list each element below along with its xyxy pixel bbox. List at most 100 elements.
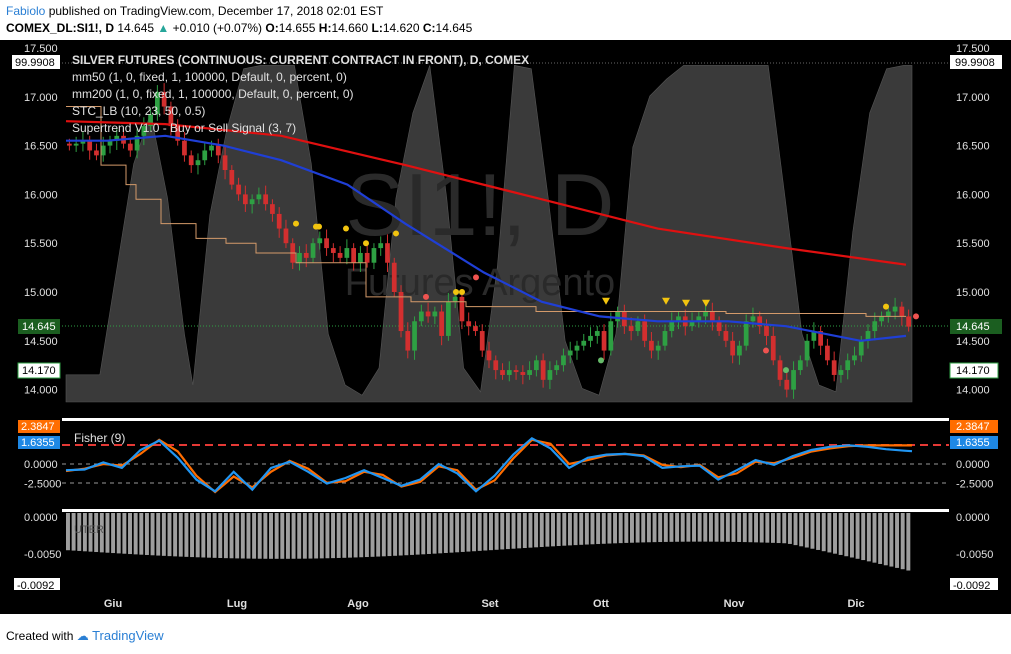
legend-title[interactable]: SILVER FUTURES (CONTINUOUS: CURRENT CONT… — [72, 53, 529, 67]
tradingview-brand-link[interactable]: TradingView — [92, 628, 164, 643]
candle-body — [317, 238, 323, 244]
author-link[interactable]: Fabiolo — [6, 4, 46, 18]
hist-bar — [833, 513, 837, 554]
time-tick: Dic — [847, 598, 864, 610]
candle-body — [520, 372, 526, 375]
price-tick-left: 14.500 — [24, 336, 58, 348]
candle-body — [892, 306, 898, 312]
candle-body — [432, 311, 438, 317]
hist-bar — [455, 513, 460, 553]
hist-bar — [556, 513, 561, 547]
candle-body — [879, 316, 884, 322]
candle-body — [791, 370, 796, 390]
last-price-badge-left — [18, 319, 60, 334]
chart-canvas[interactable]: SI1!, D Futures Argento SILVER FUTURES (… — [0, 40, 1011, 614]
hist-bar — [646, 513, 651, 543]
hist-bar — [212, 513, 217, 558]
hist-bar — [697, 513, 702, 542]
hist-bar — [421, 513, 426, 555]
signal-dot-icon — [459, 289, 465, 295]
close-label: C: — [422, 21, 436, 35]
low-label: L: — [371, 21, 383, 35]
time-axis[interactable] — [0, 590, 1011, 614]
candle-body — [310, 243, 316, 258]
candle-body — [818, 331, 824, 346]
legend-stc[interactable]: STC_LB (10, 23, 50, 0.5) — [72, 104, 205, 118]
candle-body — [554, 365, 560, 371]
legend-supertrend[interactable]: Supertrend V1.0 - Buy or Sell Signal (3,… — [72, 121, 296, 135]
last-price-badge-right — [950, 319, 1002, 334]
hist-bar — [771, 513, 775, 543]
open-label: O: — [265, 21, 279, 35]
supertrend-badge-right — [949, 362, 999, 379]
hist-bar — [787, 513, 792, 544]
hist-bar — [494, 513, 499, 550]
legend-ma200[interactable]: mm200 (1, 0, fixed, 1, 100000, Default, … — [72, 87, 354, 101]
hist-bar — [883, 513, 888, 566]
stc-badge-right — [950, 55, 1002, 69]
price-tick-right: 17.000 — [956, 92, 990, 104]
hist-bar — [505, 513, 510, 550]
price-tick-left: 17.000 — [24, 92, 58, 104]
hist-bar — [793, 513, 798, 546]
candle-body — [574, 345, 580, 351]
hist-bar — [325, 513, 330, 559]
candle-body — [608, 321, 614, 351]
hist-pane[interactable] — [62, 512, 949, 590]
hist-bar — [472, 513, 477, 552]
candle-body — [188, 155, 194, 166]
hist-bar — [156, 513, 161, 556]
left-price-axis[interactable] — [0, 40, 62, 590]
candle-body — [107, 140, 113, 146]
legend-ma50[interactable]: mm50 (1, 0, fixed, 1, 100000, Default, 0… — [72, 70, 347, 84]
hist-bar — [263, 513, 268, 559]
candle-body — [215, 145, 221, 156]
axis-ticks: 17.500 17.500 17.000 17.000 16.500 16.500 16.0… — [24, 43, 993, 561]
fisher-badge-top-left-text: 2.3847 — [21, 421, 55, 433]
low-value: 14.620 — [382, 21, 420, 35]
hist-bar — [477, 513, 482, 551]
candle-body — [175, 126, 181, 141]
hist-bar — [331, 513, 336, 559]
hist-bar — [500, 513, 505, 550]
fisher-pane[interactable] — [62, 421, 949, 509]
candle-body — [371, 248, 377, 263]
symbol-name[interactable]: COMEX_DL:SI1!, D — [6, 21, 115, 35]
candle-body — [134, 135, 140, 151]
candle-body — [852, 355, 857, 361]
hist-bar — [201, 513, 206, 558]
right-price-axis[interactable] — [949, 40, 1011, 590]
hist-bar — [150, 513, 155, 556]
hist-bar — [816, 513, 821, 550]
price-tick-left: 16.000 — [24, 189, 58, 201]
candle-body — [378, 243, 384, 249]
sell-triangle-icon — [602, 297, 610, 305]
hist-bar — [240, 513, 245, 559]
hist-bar — [579, 513, 584, 545]
candle-body — [770, 335, 776, 361]
candle-body — [263, 194, 269, 205]
hist-bar — [190, 513, 195, 558]
price-tick-left: 17.500 — [24, 43, 58, 55]
candle-body — [811, 331, 817, 341]
hist-bar — [229, 513, 234, 559]
candle-body — [87, 140, 93, 151]
price-change: +0.010 (+0.07%) — [172, 21, 263, 35]
fisher-label[interactable]: Fisher (9) — [74, 431, 125, 445]
hist-bar — [539, 513, 544, 547]
candle-body — [709, 311, 715, 322]
hist-bar — [511, 513, 516, 549]
hist-bar — [269, 513, 273, 559]
price-tick-right: 17.500 — [956, 43, 990, 55]
hist-bar — [364, 513, 369, 558]
candle-body — [405, 331, 411, 351]
hist-bar — [376, 513, 381, 557]
candle-body — [513, 370, 519, 373]
hist-bar — [161, 513, 166, 556]
hist-bar — [449, 513, 454, 553]
hist-bar — [742, 513, 747, 543]
signal-dot-icon — [316, 223, 322, 230]
hist-bar — [596, 513, 601, 545]
candle-body — [716, 321, 722, 332]
hist-bar — [849, 513, 854, 558]
